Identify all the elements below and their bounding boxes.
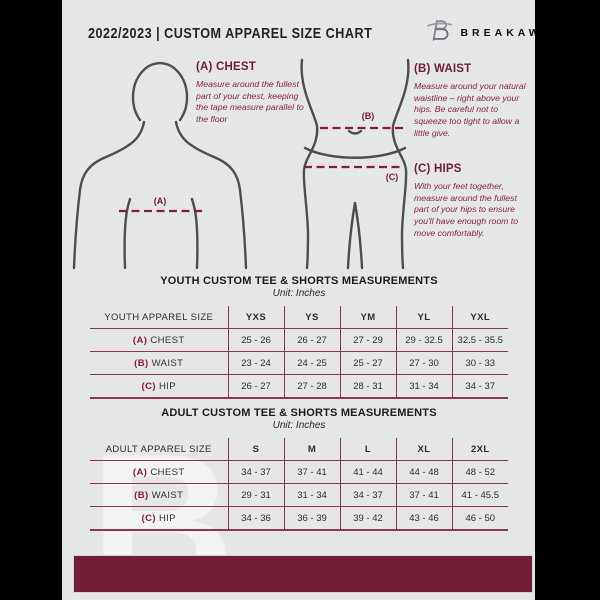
size-column-header: YM bbox=[339, 306, 396, 329]
footer-accent-bar bbox=[73, 555, 533, 593]
hips-line-label: (C) bbox=[386, 172, 399, 182]
adult-table-unit: Unit: Inches bbox=[272, 420, 326, 431]
measurement-row-label: (A) CHEST bbox=[90, 460, 228, 484]
row-prefix: (C) bbox=[141, 380, 156, 392]
size-range-cell: 29 - 31 bbox=[227, 483, 284, 507]
size-range-cell: 34 - 37 bbox=[339, 483, 396, 507]
size-range-cell: 48 - 52 bbox=[451, 460, 508, 484]
table-row: (B) WAIST 29 - 31 31 - 34 34 - 37 37 - 41 41 … bbox=[90, 483, 508, 507]
chest-description: Measure around the fullest part of your … bbox=[196, 79, 304, 124]
size-range-cell: 31 - 34 bbox=[395, 374, 452, 399]
size-column-header: 2XL bbox=[451, 438, 508, 461]
size-column-header: L bbox=[339, 438, 396, 461]
measurement-row-label: (C) HIP bbox=[90, 506, 228, 531]
chest-instructions: (A) CHEST Measure around the fullest par… bbox=[196, 61, 310, 126]
size-range-cell: 34 - 37 bbox=[227, 460, 284, 484]
table-row: (B) WAIST 23 - 24 24 - 25 25 - 27 27 - 30 30 … bbox=[90, 351, 508, 375]
waist-instructions: (B) WAIST Measure around your natural wa… bbox=[414, 63, 526, 139]
row-prefix: (B) bbox=[134, 489, 149, 501]
size-range-cell: 37 - 41 bbox=[283, 460, 340, 484]
table-row: (C) HIP 34 - 36 36 - 39 39 - 42 43 - 46 46 - … bbox=[90, 506, 508, 531]
size-range-cell: 34 - 36 bbox=[227, 506, 284, 531]
size-range-cell: 23 - 24 bbox=[227, 351, 284, 375]
table-header-row: YOUTH APPAREL SIZE YXS YS YM YL YXL bbox=[90, 306, 508, 329]
size-column-header: YXL bbox=[451, 306, 508, 329]
size-range-cell: 32.5 - 35.5 bbox=[451, 328, 508, 352]
torso-figure bbox=[72, 62, 248, 270]
size-range-cell: 30 - 33 bbox=[451, 351, 508, 375]
size-column-header: S bbox=[227, 438, 284, 461]
apparel-size-corner-label: YOUTH APPAREL SIZE bbox=[104, 311, 214, 323]
lower-body-figure bbox=[300, 58, 410, 270]
size-range-cell: 26 - 27 bbox=[283, 328, 340, 352]
size-column-header: M bbox=[283, 438, 340, 461]
measurement-row-label: (B) WAIST bbox=[90, 483, 228, 507]
body-measurement-diagram: (A) (B) (C) bbox=[72, 58, 410, 270]
waist-line-label: (B) bbox=[362, 111, 375, 121]
brand-lockup: BREAKAWAY bbox=[426, 17, 535, 49]
size-range-cell: 29 - 32.5 bbox=[395, 328, 452, 352]
size-range-cell: 26 - 27 bbox=[227, 374, 284, 399]
size-column-header: YXS bbox=[227, 306, 284, 329]
hips-instructions: (C) HIPS With your feet together, measur… bbox=[414, 163, 530, 239]
youth-size-section: YOUTH CUSTOM TEE & SHORTS MEASUREMENTS U… bbox=[90, 275, 508, 399]
size-range-cell: 41 - 44 bbox=[339, 460, 396, 484]
size-range-cell: 25 - 27 bbox=[339, 351, 396, 375]
size-range-cell: 41 - 45.5 bbox=[451, 483, 508, 507]
size-range-cell: 37 - 41 bbox=[395, 483, 452, 507]
size-range-cell: 43 - 46 bbox=[395, 506, 452, 531]
table-header-row: ADULT APPAREL SIZE S M L XL 2XL bbox=[90, 438, 508, 461]
size-range-cell: 24 - 25 bbox=[283, 351, 340, 375]
size-range-cell: 27 - 30 bbox=[395, 351, 452, 375]
size-chart-flyer: 2022/2023 | CUSTOM APPAREL SIZE CHART BR… bbox=[62, 0, 535, 600]
waist-heading: (B) WAIST bbox=[414, 63, 472, 75]
measurement-row-label: (A) CHEST bbox=[90, 328, 228, 352]
adult-size-section: ADULT CUSTOM TEE & SHORTS MEASUREMENTS U… bbox=[90, 407, 508, 531]
size-range-cell: 31 - 34 bbox=[283, 483, 340, 507]
table-row: (C) HIP 26 - 27 27 - 28 28 - 31 31 - 34 34 - … bbox=[90, 374, 508, 399]
size-range-cell: 34 - 37 bbox=[451, 374, 508, 399]
apparel-size-corner-label: ADULT APPAREL SIZE bbox=[105, 443, 212, 455]
size-column-header: XL bbox=[395, 438, 452, 461]
youth-table-title: YOUTH CUSTOM TEE & SHORTS MEASUREMENTS bbox=[160, 275, 438, 287]
chest-heading: (A) CHEST bbox=[196, 61, 256, 73]
waist-description: Measure around your natural waistline – … bbox=[414, 81, 526, 138]
size-range-cell: 28 - 31 bbox=[339, 374, 396, 399]
size-column-header: YL bbox=[395, 306, 452, 329]
size-range-cell: 27 - 28 bbox=[283, 374, 340, 399]
size-range-cell: 39 - 42 bbox=[339, 506, 396, 531]
brand-name: BREAKAWAY bbox=[460, 27, 535, 39]
adult-size-table: ADULT APPAREL SIZE S M L XL 2XL (A) CHEST 34 - … bbox=[90, 438, 508, 531]
row-prefix: (C) bbox=[141, 512, 156, 524]
row-name: HIP bbox=[155, 380, 176, 392]
youth-size-table: YOUTH APPAREL SIZE YXS YS YM YL YXL (A) CHEST 2… bbox=[90, 306, 508, 399]
size-range-cell: 27 - 29 bbox=[339, 328, 396, 352]
row-prefix: (B) bbox=[134, 357, 149, 369]
page-title: 2022/2023 | CUSTOM APPAREL SIZE CHART bbox=[88, 24, 373, 42]
size-range-cell: 36 - 39 bbox=[283, 506, 340, 531]
row-name: WAIST bbox=[148, 489, 184, 501]
table-row: (A) CHEST 25 - 26 26 - 27 27 - 29 29 - 32.5 3… bbox=[90, 328, 508, 352]
chest-line-label: (A) bbox=[154, 196, 167, 206]
size-range-cell: 25 - 26 bbox=[227, 328, 284, 352]
size-range-cell: 44 - 48 bbox=[395, 460, 452, 484]
size-column-header: YS bbox=[283, 306, 340, 329]
row-name: HIP bbox=[155, 512, 176, 524]
hips-description: With your feet together, measure around … bbox=[414, 181, 519, 238]
row-name: WAIST bbox=[148, 357, 184, 369]
measurement-row-label: (C) HIP bbox=[90, 374, 228, 399]
row-name: CHEST bbox=[147, 466, 185, 478]
youth-table-unit: Unit: Inches bbox=[272, 288, 326, 299]
table-row: (A) CHEST 34 - 37 37 - 41 41 - 44 44 - 48 48 … bbox=[90, 460, 508, 484]
adult-table-title: ADULT CUSTOM TEE & SHORTS MEASUREMENTS bbox=[161, 407, 437, 419]
measurement-row-label: (B) WAIST bbox=[90, 351, 228, 375]
breakaway-b-logo-icon bbox=[426, 17, 453, 49]
header: 2022/2023 | CUSTOM APPAREL SIZE CHART BR… bbox=[88, 16, 535, 50]
row-prefix: (A) bbox=[132, 334, 148, 346]
hips-heading: (C) HIPS bbox=[414, 163, 462, 175]
row-name: CHEST bbox=[147, 334, 185, 346]
size-range-cell: 46 - 50 bbox=[451, 506, 508, 531]
row-prefix: (A) bbox=[132, 466, 148, 478]
